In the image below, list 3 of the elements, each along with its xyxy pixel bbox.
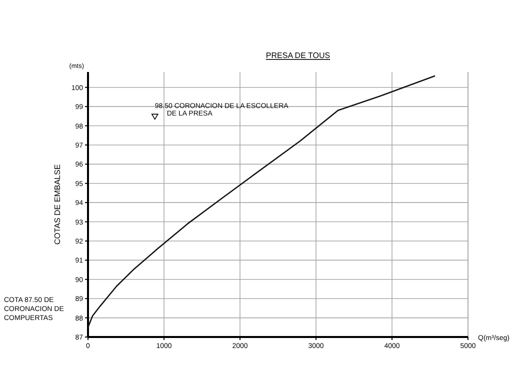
line-series <box>87 75 436 328</box>
y-axis-title: COTAS DE EMBALSE <box>53 164 62 245</box>
chart-title: PRESA DE TOUS <box>266 51 330 60</box>
